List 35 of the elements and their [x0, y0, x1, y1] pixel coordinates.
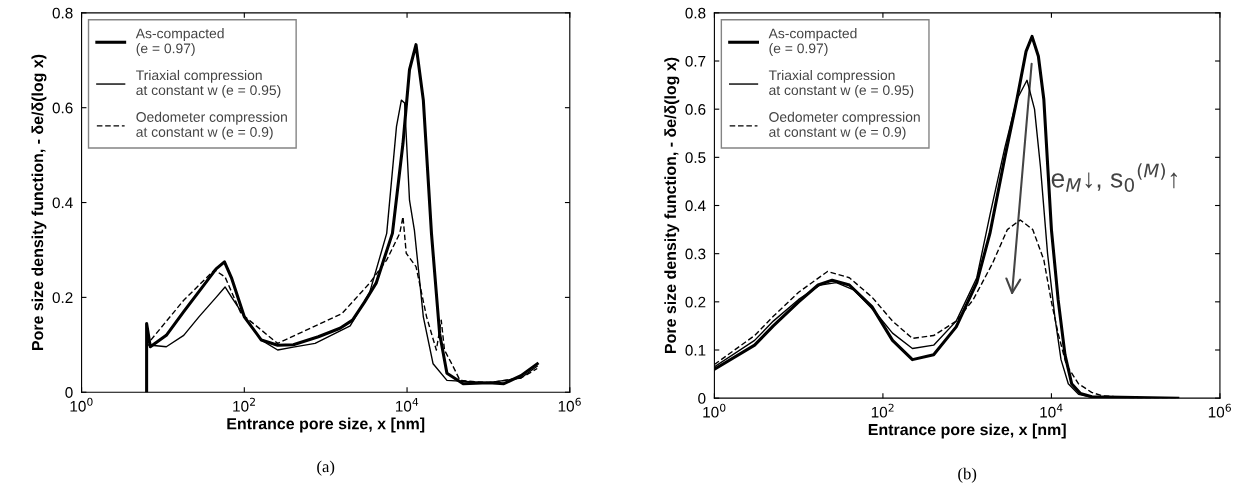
text: (b): [958, 467, 977, 483]
x-tick-label: 10$^{4}$: [396, 397, 419, 412]
y-axis-title: Pore size density function, - δe/δ(log x): [31, 54, 47, 351]
y-tick-label: 0.4: [685, 200, 706, 212]
x-tick-label: 10$^{6}$: [1208, 403, 1231, 418]
legend-label: Oedometer compression at constant w (e = 0.9): [769, 111, 920, 140]
x-tick-label: 10$^{2}$: [233, 397, 255, 412]
y-tick-label: 0.1: [685, 344, 706, 356]
legend-label: Triaxial compression at constant w (e = 0.95): [136, 69, 281, 98]
y-tick-label: 0.2: [685, 296, 706, 308]
y-tick-label: 0.4: [52, 197, 73, 209]
legend-label: Oedometer compression at constant w (e = 0.9): [136, 111, 287, 140]
x-tick-label: 10$^{0}$: [703, 403, 726, 418]
y-tick-label: 0.2: [52, 292, 73, 304]
legend-label: As-compacted (e = 0.97): [768, 28, 857, 57]
x-tick-label: 10$^{4}$: [1040, 403, 1063, 418]
y-tick-label: 0.3: [685, 248, 706, 260]
y-axis-title: Pore size density function, - δe/δ(log x): [664, 57, 680, 353]
y-tick-label: 0.7: [685, 55, 706, 67]
y-tick-label: 0.5: [685, 152, 706, 164]
x-tick-label: 10$^{2}$: [871, 403, 894, 418]
text: (a): [317, 460, 335, 476]
x-axis-title: Entrance pore size, x [nm]: [227, 417, 425, 433]
annotation: e$_{M}$↓, s$_{0}$$^{(M)}$↑: [1051, 163, 1177, 192]
x-tick-label: 10$^{0}$: [70, 397, 93, 412]
legend-label: As-compacted (e = 0.97): [135, 28, 224, 57]
y-tick-label: 0: [698, 393, 706, 404]
y-tick-label: 0.6: [685, 104, 706, 115]
y-tick-label: 0.6: [52, 102, 73, 114]
legend-label: Triaxial compression at constant w (e = 0.95): [768, 69, 914, 98]
x-axis-title: Entrance pore size, x [nm]: [868, 423, 1066, 439]
y-tick-label: 0.8: [52, 7, 73, 19]
y-tick-label: 0.8: [685, 7, 706, 19]
x-tick-label: 10$^{6}$: [558, 397, 581, 412]
y-tick-label: 0: [65, 387, 73, 398]
